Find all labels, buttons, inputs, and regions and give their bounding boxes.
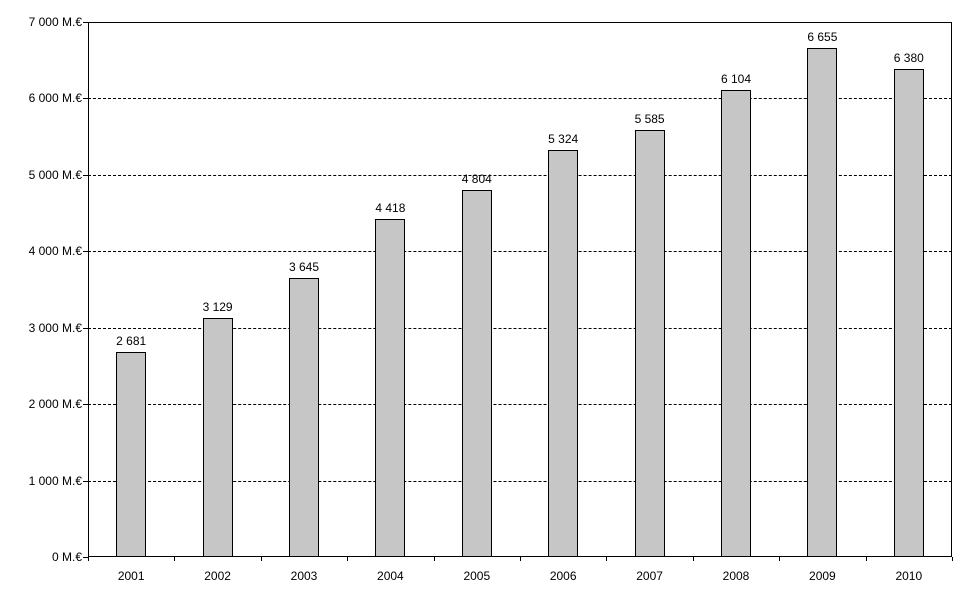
x-axis-tick xyxy=(260,557,262,561)
y-axis-label: 2 000 M.€ xyxy=(28,397,82,412)
bar xyxy=(721,90,751,557)
bar xyxy=(202,317,233,557)
y-axis-tick xyxy=(83,327,88,329)
x-axis-label: 2009 xyxy=(809,569,836,583)
bar-value-label: 4 804 xyxy=(461,171,492,186)
x-axis-label: 2010 xyxy=(895,569,923,583)
gridline xyxy=(88,174,952,176)
gridline xyxy=(88,404,952,406)
y-axis-tick xyxy=(83,251,88,253)
x-axis-tick xyxy=(865,557,867,561)
y-axis-label: 4 000 M.€ xyxy=(28,244,82,259)
bar-value-label: 3 129 xyxy=(202,299,233,314)
x-axis-tick xyxy=(174,557,176,561)
x-axis-label: 2003 xyxy=(290,569,318,583)
x-axis-label: 2001 xyxy=(117,569,145,583)
bar xyxy=(548,150,579,557)
y-axis-tick xyxy=(83,557,88,558)
gridline xyxy=(88,98,952,100)
x-axis-tick xyxy=(779,557,781,561)
y-axis-label: 7 000 M.€ xyxy=(28,15,82,29)
gridline xyxy=(88,251,952,253)
bar xyxy=(634,130,665,557)
y-axis-label: 5 000 M.€ xyxy=(28,167,82,182)
y-axis-tick xyxy=(83,174,88,176)
gridline xyxy=(88,480,952,482)
bar xyxy=(375,219,406,557)
y-axis-label: 6 000 M.€ xyxy=(28,91,82,106)
bar-value-label: 5 585 xyxy=(634,112,665,127)
bar-value-label: 6 104 xyxy=(720,72,752,87)
y-axis-label: 0 M.€ xyxy=(51,550,82,564)
bar-value-label: 4 418 xyxy=(375,201,406,216)
y-axis-tick xyxy=(83,480,88,482)
x-axis-tick xyxy=(433,557,435,561)
bar-value-label: 3 645 xyxy=(288,260,320,275)
y-axis-label: 3 000 M.€ xyxy=(28,320,82,335)
x-axis-label: 2004 xyxy=(377,569,404,583)
y-axis-label: 1 000 M.€ xyxy=(28,473,82,488)
bar xyxy=(893,69,924,557)
x-axis-tick xyxy=(692,557,694,561)
y-axis-tick xyxy=(83,22,88,23)
x-axis-label: 2008 xyxy=(722,569,750,583)
x-axis-tick xyxy=(88,557,89,561)
x-axis-tick xyxy=(347,557,349,561)
y-axis-tick xyxy=(83,98,88,100)
bar xyxy=(289,278,319,557)
x-axis-label: 2007 xyxy=(636,569,663,583)
bar xyxy=(461,189,492,557)
bar-value-label: 6 655 xyxy=(807,30,838,45)
bar xyxy=(116,352,147,557)
y-axis-tick xyxy=(83,404,88,406)
x-axis-tick xyxy=(520,557,521,561)
bar-value-label: 6 380 xyxy=(893,51,924,66)
x-axis-tick xyxy=(952,557,953,561)
x-axis-label: 2002 xyxy=(204,569,231,583)
bar-value-label: 2 681 xyxy=(116,334,147,349)
bar-value-label: 5 324 xyxy=(548,132,579,147)
x-axis-label: 2006 xyxy=(549,569,577,583)
x-axis-label: 2005 xyxy=(463,569,491,583)
x-axis-tick xyxy=(606,557,608,561)
bar xyxy=(807,48,838,557)
gridline xyxy=(88,327,952,329)
